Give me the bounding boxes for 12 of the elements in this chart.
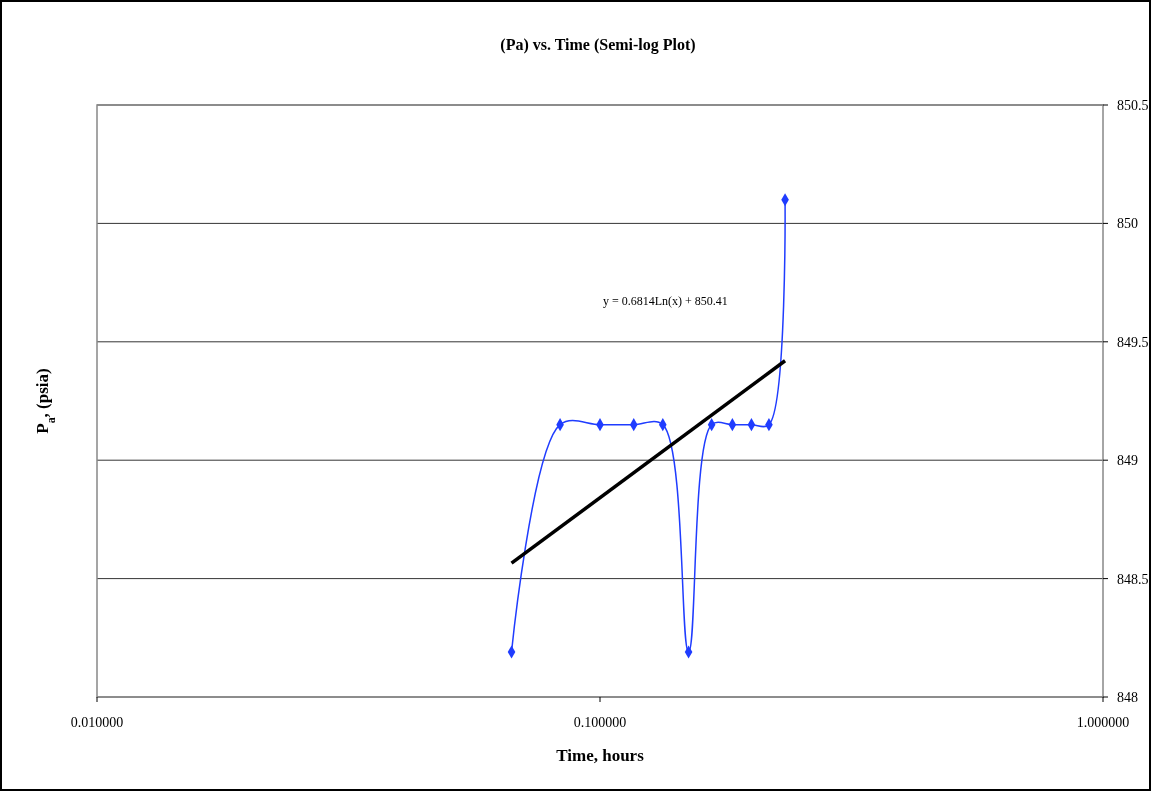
x-axis-title: Time, hours — [556, 746, 645, 765]
x-tick-label: 0.010000 — [70, 715, 124, 730]
y-tick-label: 849.5 — [1117, 334, 1149, 350]
y-tick-label: 848.5 — [1117, 571, 1149, 587]
annotation: y = 0.6814Ln(x) + 850.41 — [602, 293, 728, 308]
y-tick-label: 850.5 — [1117, 98, 1149, 113]
y-tick-label: 848 — [1117, 690, 1138, 705]
y-tick-label: 849 — [1117, 453, 1138, 469]
x-tick-label: 1.000000 — [1076, 715, 1130, 730]
y-tick-label: 850 — [1117, 216, 1138, 232]
x-tick-label: 0.100000 — [573, 715, 627, 730]
chart-title: (Pa) vs. Time (Semi-log Plot) — [500, 36, 696, 54]
